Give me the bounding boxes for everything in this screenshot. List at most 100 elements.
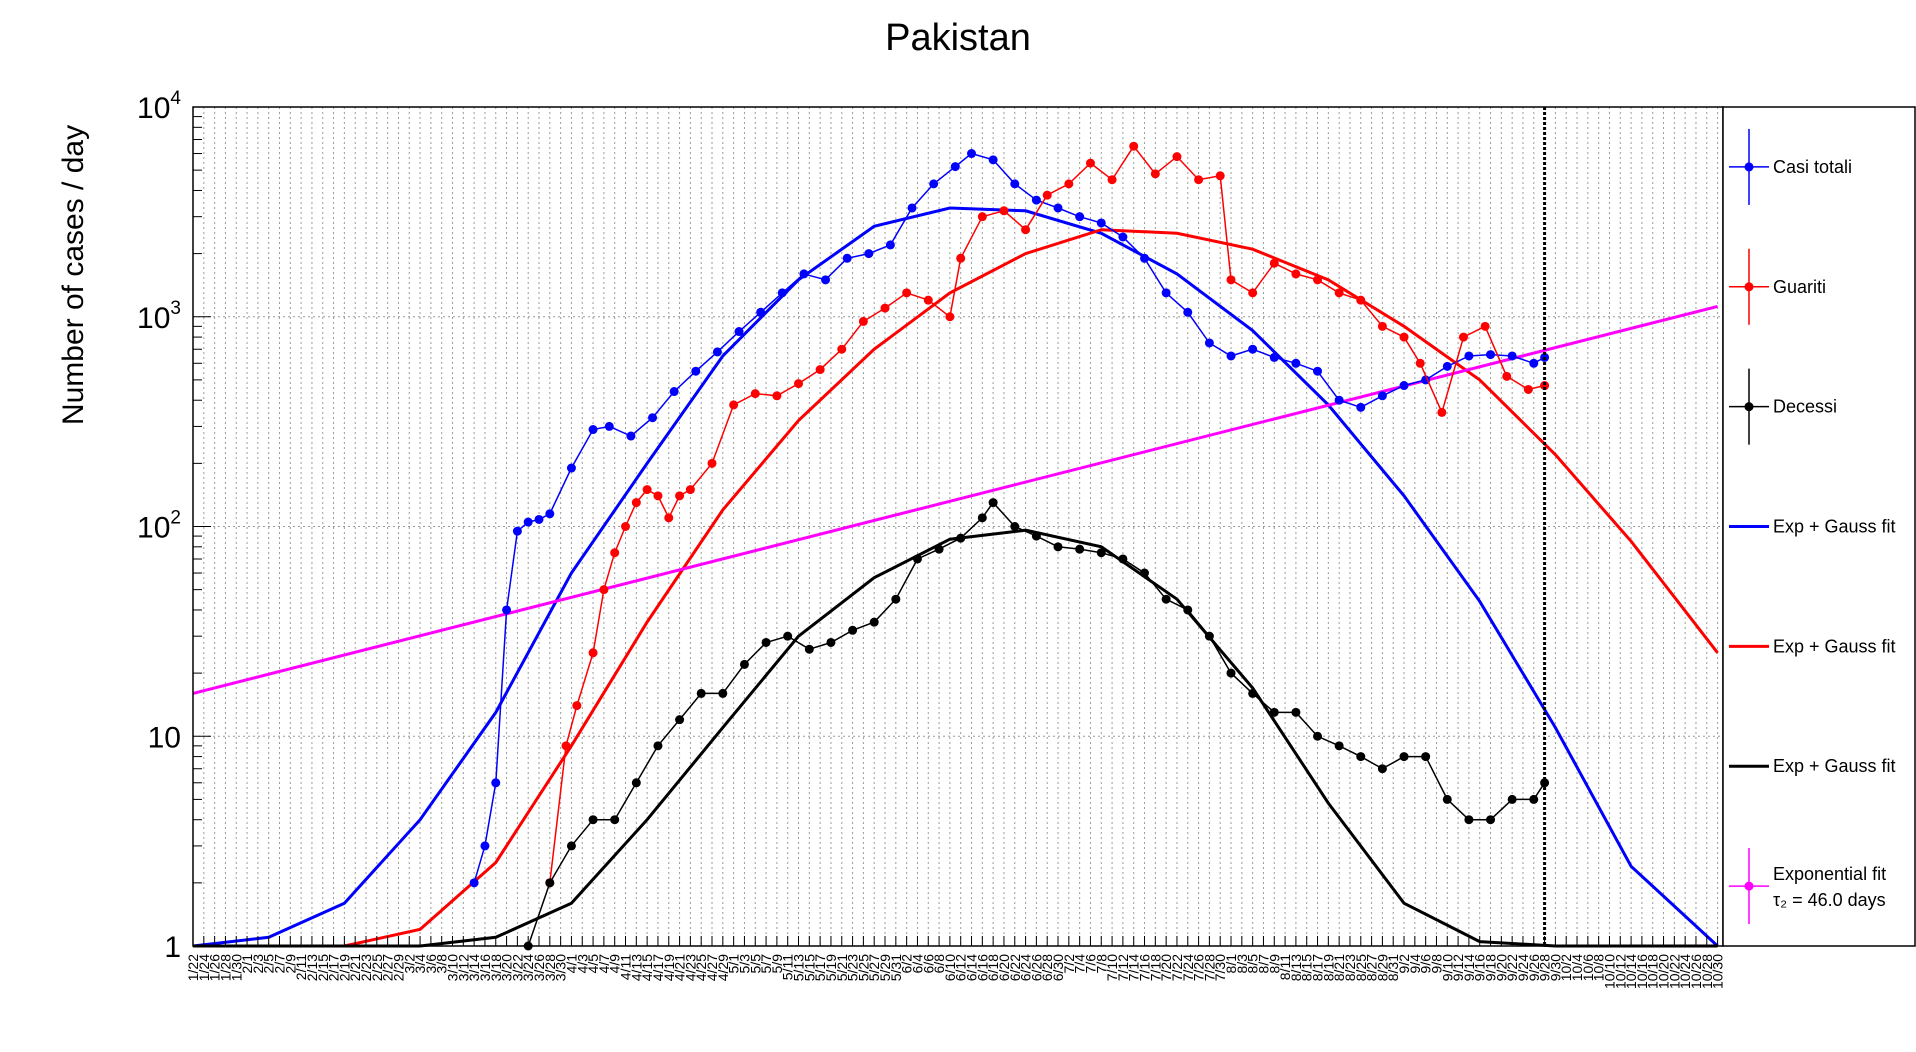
x-tick-label: 9/30 — [1547, 954, 1563, 981]
x-tick-label: 7/4 — [1072, 954, 1088, 974]
point-decessi — [1183, 605, 1193, 615]
point-decessi — [869, 617, 879, 627]
x-tick-label: 9/16 — [1472, 954, 1488, 981]
x-tick-label: 5/25 — [855, 954, 871, 981]
point-guariti — [1415, 358, 1425, 368]
x-tick-label: 4/27 — [704, 954, 720, 981]
point-guariti — [999, 206, 1009, 216]
x-tick-label: 6/20 — [996, 954, 1012, 981]
x-tick-label: 7/2 — [1061, 954, 1077, 974]
x-tick-label: 4/19 — [661, 954, 677, 981]
x-tick-label: 8/7 — [1255, 954, 1271, 974]
point-guariti — [621, 522, 631, 531]
point-decessi — [739, 659, 749, 669]
x-tick-label: 3/30 — [553, 954, 569, 981]
x-tick-label: 5/29 — [877, 954, 893, 981]
x-tick-label: 5/5 — [747, 954, 763, 974]
x-tick-label: 3/10 — [445, 954, 461, 981]
point-guariti — [1107, 175, 1117, 185]
point-casi-totali — [1334, 395, 1344, 405]
x-tick-label: 2/5 — [261, 954, 277, 974]
x-tick-label: 7/28 — [1201, 954, 1217, 981]
x-tick-label: 3/4 — [412, 954, 428, 974]
x-tick-label: 10/22 — [1666, 954, 1682, 989]
point-guariti — [772, 391, 782, 401]
point-decessi — [934, 544, 944, 554]
point-casi-totali — [1377, 391, 1387, 401]
x-tick-label: 2/7 — [272, 954, 288, 974]
x-tick-label: 2/23 — [358, 954, 374, 981]
x-tick-label: 8/1 — [1223, 954, 1239, 974]
point-casi-totali — [512, 526, 522, 536]
point-guariti — [1172, 152, 1182, 162]
y-axis-label: Number of cases / day — [57, 125, 90, 425]
point-decessi — [1291, 707, 1301, 717]
legend-label: Exp + Gauss fit — [1773, 517, 1896, 537]
point-guariti — [707, 458, 717, 468]
x-tick-label: 7/12 — [1115, 954, 1131, 981]
x-tick-label: 4/9 — [607, 954, 623, 974]
x-tick-label: 2/21 — [347, 954, 363, 981]
point-decessi — [1442, 794, 1452, 804]
x-tick-label: 4/17 — [650, 954, 666, 981]
x-tick-label: 2/1 — [239, 954, 255, 974]
point-decessi — [1399, 752, 1409, 762]
point-guariti — [956, 253, 966, 263]
point-casi-totali — [523, 517, 533, 527]
point-casi-totali — [967, 149, 977, 159]
x-tick-label: 3/16 — [477, 954, 493, 981]
point-guariti — [1215, 171, 1225, 181]
point-casi-totali — [545, 509, 555, 519]
x-tick-label: 3/14 — [466, 954, 482, 981]
x-tick-label: 8/19 — [1320, 954, 1336, 981]
x-tick-label: 4/7 — [596, 954, 612, 974]
legend-marker — [1744, 402, 1754, 412]
legend: Casi totali Guariti Decessi Exp + Gauss fit… — [1722, 106, 1916, 947]
point-casi-totali — [669, 387, 679, 397]
point-casi-totali — [756, 307, 766, 317]
point-guariti — [1150, 169, 1160, 179]
point-casi-totali — [588, 425, 598, 435]
point-decessi — [1053, 542, 1063, 552]
point-decessi — [545, 878, 555, 888]
legend-marker — [1744, 162, 1754, 172]
point-guariti — [729, 400, 739, 410]
point-guariti — [1399, 332, 1409, 342]
x-tick-label: 10/18 — [1645, 954, 1661, 989]
point-casi-totali — [1248, 344, 1258, 354]
point-decessi — [956, 533, 966, 543]
x-tick-label: 3/6 — [423, 954, 439, 974]
x-tick-label: 4/25 — [693, 954, 709, 981]
point-guariti — [945, 312, 955, 322]
data-series — [469, 141, 1550, 951]
legend-entry: Exp + Gauss fit — [1729, 756, 1896, 776]
x-tick-label: 9/26 — [1526, 954, 1542, 981]
x-tick-label: 10/2 — [1558, 954, 1574, 981]
point-casi-totali — [885, 240, 895, 250]
fit-line-exp-gauss-fit-000000 — [193, 528, 1718, 948]
legend-entry: Exponential fit τ₂ = 46.0 days — [1729, 848, 1886, 925]
point-decessi — [675, 715, 685, 725]
x-tick-label: 6/18 — [985, 954, 1001, 981]
point-guariti — [858, 316, 868, 326]
point-casi-totali — [712, 347, 722, 357]
x-tick-label: 8/5 — [1245, 954, 1261, 974]
x-tick-label: 9/6 — [1418, 954, 1434, 974]
point-casi-totali — [648, 413, 658, 423]
y-tick-label: 103 — [137, 298, 181, 335]
x-tick-label: 5/11 — [780, 954, 796, 980]
x-tick-label: 6/16 — [974, 954, 990, 981]
x-tick-label: 10/6 — [1580, 954, 1596, 981]
x-tick-label: 9/14 — [1461, 954, 1477, 981]
x-tick-label: 4/29 — [715, 954, 731, 981]
point-decessi — [696, 688, 706, 698]
x-tick-label: 4/15 — [639, 954, 655, 981]
point-guariti — [1502, 371, 1512, 381]
point-guariti — [653, 491, 663, 501]
x-tick-label: 9/28 — [1537, 954, 1553, 981]
point-decessi — [1464, 815, 1474, 825]
point-guariti — [664, 513, 674, 523]
point-decessi — [1118, 554, 1128, 564]
point-guariti — [880, 303, 890, 313]
x-tick-label: 3/8 — [434, 954, 450, 974]
